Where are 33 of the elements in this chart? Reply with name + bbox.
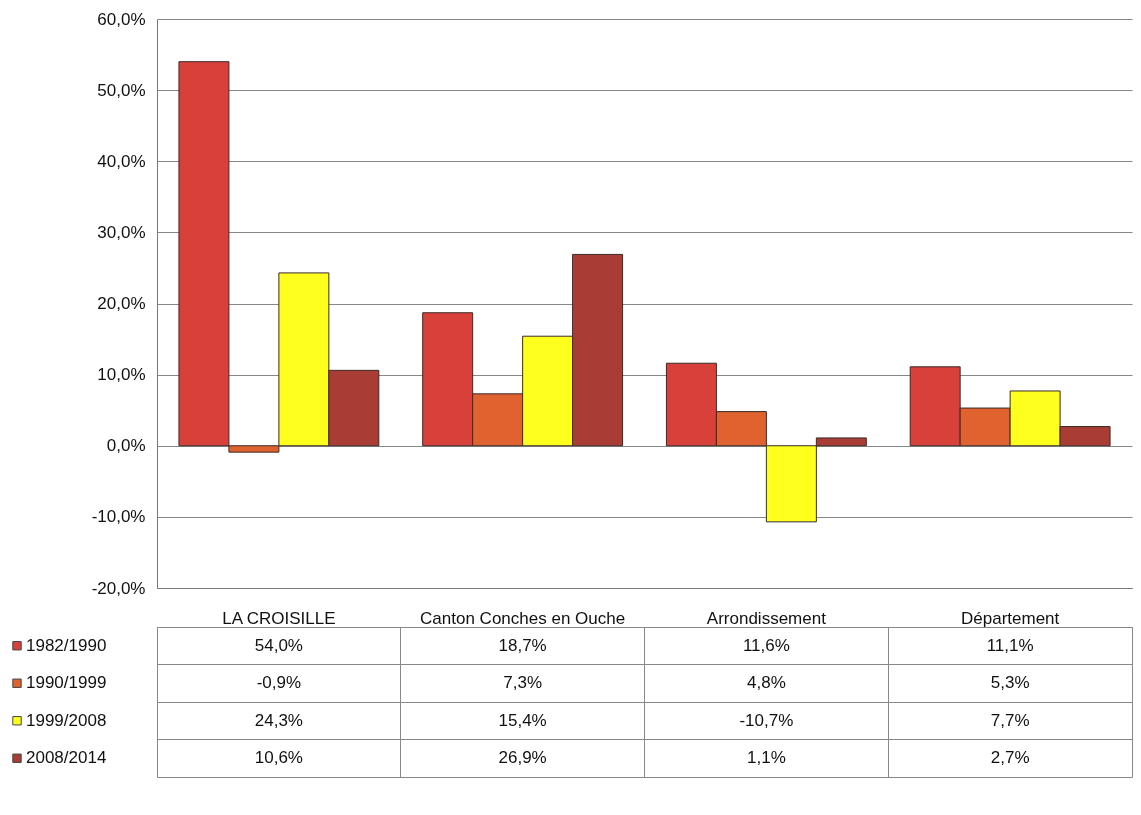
legend-label: 1990/1999 (26, 673, 107, 693)
legend-label: 2008/2014 (26, 748, 107, 768)
legend-label: 1982/1990 (26, 635, 107, 655)
x-tick-label: Canton Conches en Ouche (420, 608, 626, 628)
data-label: 7,7% (990, 710, 1030, 730)
data-label: 11,6% (742, 635, 790, 655)
data-label: 18,7% (498, 635, 547, 655)
data-label: 11,1% (986, 635, 1034, 655)
data-label: -10,7% (739, 710, 794, 730)
y-tick-label: 20,0% (97, 294, 146, 313)
data-label: 54,0% (254, 635, 303, 655)
data-label: 15,4% (498, 710, 547, 730)
x-tick-label: Département (960, 608, 1060, 628)
x-tick-label: LA CROISILLE (222, 608, 336, 628)
data-label: 2,7% (990, 748, 1030, 768)
y-tick-label: 40,0% (97, 151, 146, 171)
legend-label: 1999/2008 (26, 710, 107, 730)
data-label: -0,9% (256, 673, 302, 693)
y-tick-label: 60,0% (97, 9, 146, 29)
y-tick-label: -10,0% (91, 507, 146, 527)
y-tick-label: 30,0% (97, 222, 146, 242)
data-label: 5,3% (990, 673, 1030, 693)
y-tick-label: 50,0% (97, 80, 146, 100)
data-label: 7,3% (503, 673, 542, 693)
data-label: 1,1% (747, 748, 786, 768)
data-label: 26,9% (498, 748, 547, 768)
data-label: 4,8% (747, 673, 786, 693)
y-tick-label: 10,0% (97, 365, 146, 385)
x-tick-label: Arrondissement (706, 608, 827, 628)
y-tick-label: 0,0% (106, 436, 146, 456)
y-tick-label: -20,0% (91, 578, 146, 598)
data-label: 24,3% (254, 710, 303, 730)
data-label: 10,6% (254, 748, 303, 768)
